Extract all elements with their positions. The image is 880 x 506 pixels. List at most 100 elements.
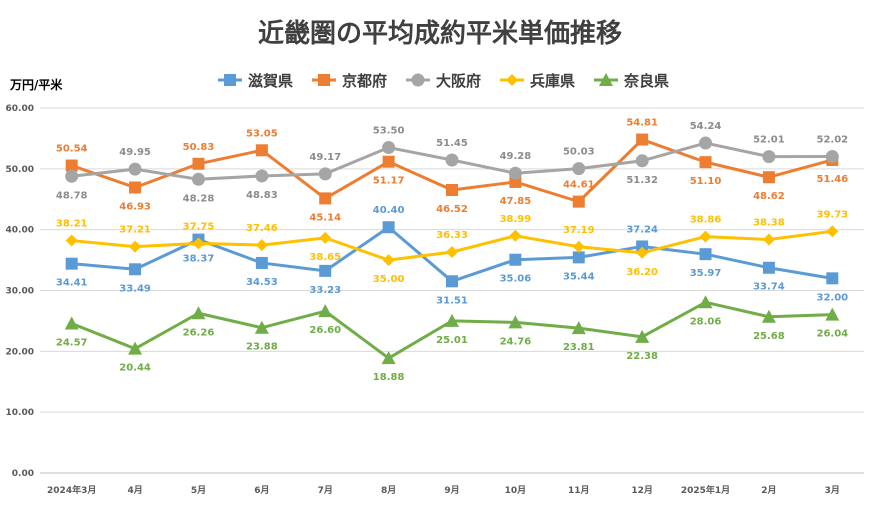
data-point-marker [446,184,458,197]
data-label: 31.51 [436,295,468,306]
data-label: 53.50 [373,126,405,137]
data-point-marker [129,181,142,194]
data-point-marker [508,315,523,329]
y-tick-label: 0.00 [12,469,34,479]
data-point-marker [636,240,649,253]
data-label: 38.37 [183,254,215,265]
data-label: 37.19 [563,225,595,236]
data-label: 35.06 [500,274,532,285]
x-tick-label: 12月 [631,485,653,496]
data-point-marker [698,295,713,309]
x-tick-label: 2月 [761,485,776,496]
data-point-marker [191,306,206,320]
legend-item: 兵庫県 [500,72,575,90]
data-label: 35.97 [690,268,722,279]
data-point-marker [382,155,395,168]
data-point-marker [255,239,268,252]
x-tick-label: 10月 [505,485,527,496]
x-tick-label: 2025年1月 [681,484,730,496]
data-point-marker [572,251,585,264]
data-point-marker [825,150,839,164]
data-label: 37.24 [626,224,658,235]
data-point-marker [65,234,78,247]
data-point-marker [762,171,775,184]
data-point-marker [445,153,459,167]
data-label: 50.54 [56,144,88,155]
data-label: 48.78 [56,190,88,201]
data-label: 46.52 [436,204,468,215]
x-tick-label: 8月 [381,485,396,496]
data-point-marker [382,254,395,267]
data-label: 53.05 [246,128,278,139]
data-label: 38.21 [56,219,88,230]
legend-marker [506,74,518,86]
data-label: 51.17 [373,176,405,187]
data-label: 26.60 [309,325,341,336]
data-label: 37.46 [246,223,278,234]
y-axis-unit-label: 万円/平米 [9,77,63,92]
y-tick-label: 10.00 [6,408,34,418]
data-point-marker [255,144,268,157]
y-tick-label: 60.00 [6,104,34,114]
data-label: 32.00 [816,292,848,303]
data-label: 51.46 [816,174,848,185]
data-label: 54.81 [626,118,658,129]
data-label: 44.61 [563,180,595,191]
data-label: 39.73 [816,209,848,220]
legend-marker [224,74,236,86]
data-point-marker [636,246,649,259]
data-label: 35.44 [563,271,595,282]
data-point-marker [572,162,586,176]
data-label: 37.21 [119,225,151,236]
data-point-marker [129,240,142,253]
data-point-marker [635,154,649,168]
data-label: 52.02 [816,135,848,146]
data-label: 49.95 [119,147,151,158]
legend-label: 滋賀県 [248,72,293,90]
data-label: 28.06 [690,316,722,327]
data-label: 34.53 [246,277,278,288]
data-point-marker [319,231,332,244]
data-label: 23.88 [246,342,278,353]
data-label: 26.04 [816,329,848,340]
data-label: 38.99 [500,214,532,225]
data-point-marker [192,237,205,250]
data-label: 26.26 [183,327,215,338]
gridlines [40,107,864,474]
data-label: 52.01 [753,135,785,146]
data-point-marker [128,162,142,176]
chart-title: 近畿圏の平均成約平米単価推移 [258,18,622,49]
data-point-marker [762,261,775,274]
data-label: 48.28 [183,193,215,204]
legend-label: 兵庫県 [530,72,575,90]
data-point-marker [191,172,205,186]
legend-item: 滋賀県 [218,72,293,90]
data-point-marker [382,141,396,155]
data-label: 22.38 [626,351,658,362]
data-label: 48.83 [246,190,278,201]
legend-label: 奈良県 [623,72,669,90]
data-label: 25.01 [436,335,468,346]
data-point-marker [254,320,269,334]
data-point-marker [825,307,840,321]
data-point-marker [255,169,269,183]
data-point-marker [699,136,713,150]
data-point-marker [699,230,712,243]
legend-marker [318,74,330,86]
x-tick-label: 5月 [191,485,206,496]
data-point-marker [761,309,776,323]
data-label: 46.93 [119,202,151,213]
x-tick-label: 7月 [318,485,333,496]
data-point-marker [509,229,522,242]
data-label: 48.62 [753,191,785,202]
data-point-marker [64,316,79,330]
data-point-marker [762,150,776,164]
x-tick-label: 3月 [825,485,840,496]
data-point-marker [699,248,712,261]
legend-label: 大阪府 [436,72,481,90]
legend-item: 大阪府 [406,72,481,90]
data-point-marker [572,195,585,208]
data-point-marker [318,167,332,181]
data-point-marker [318,304,333,318]
